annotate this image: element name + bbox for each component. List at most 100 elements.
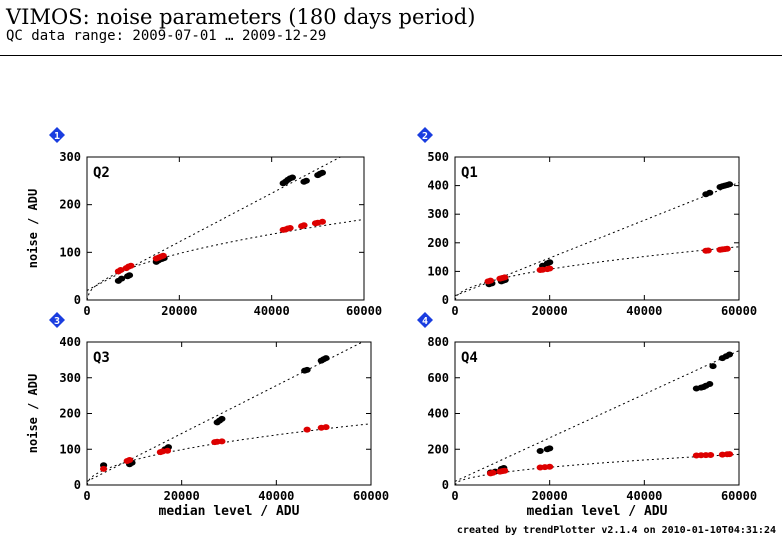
x-tick-label: 40000 — [626, 489, 662, 503]
x-tick-label: 0 — [83, 489, 90, 503]
data-point — [159, 252, 167, 259]
data-point — [303, 366, 311, 373]
y-tick-label: 300 — [59, 150, 81, 164]
x-tick-label: 20000 — [161, 304, 197, 318]
y-tick-label: 100 — [59, 245, 81, 259]
report-header: VIMOS: noise parameters (180 days period… — [6, 6, 776, 44]
y-tick-label: 300 — [427, 207, 449, 221]
y-tick-label: 400 — [427, 407, 449, 421]
plot-frame — [86, 156, 365, 301]
data-point — [704, 247, 712, 254]
data-point — [286, 225, 294, 231]
fit-line — [87, 157, 342, 291]
y-tick-label: 100 — [427, 264, 449, 278]
data-point — [117, 267, 125, 273]
x-tick-label: 40000 — [626, 304, 662, 318]
page-subtitle: QC data range: 2009-07-01 … 2009-12-29 — [6, 28, 327, 44]
fit-line — [87, 218, 364, 300]
data-point — [288, 174, 296, 181]
x-tick-label: 40000 — [254, 304, 290, 318]
data-point — [536, 448, 544, 454]
data-point — [723, 245, 731, 252]
y-tick-label: 0 — [442, 293, 449, 307]
data-point — [163, 447, 172, 454]
badge-number: 4 — [422, 316, 428, 327]
y-tick-label: 300 — [59, 371, 81, 385]
data-point — [218, 415, 226, 422]
badge-diamond-icon — [49, 312, 65, 328]
data-point — [706, 381, 714, 387]
quadrant-label: Q2 — [93, 165, 110, 181]
y-tick-label: 0 — [74, 478, 81, 492]
badge-diamond-icon — [417, 127, 433, 143]
y-axis-label: noise / ADU — [26, 189, 40, 268]
badge-number: 2 — [422, 131, 428, 142]
x-axis-label: median level / ADU — [159, 504, 300, 519]
data-point — [126, 457, 134, 463]
data-point — [322, 424, 330, 431]
quadrant-label: Q4 — [461, 350, 478, 366]
footer-credit: created by trendPlotter v2.1.4 on 2010-0… — [456, 525, 776, 536]
x-tick-label: 0 — [83, 304, 90, 318]
data-point — [125, 272, 134, 279]
plot-frame — [454, 341, 740, 486]
data-point — [501, 274, 509, 281]
y-tick-label: 200 — [427, 442, 449, 456]
x-tick-label: 20000 — [532, 489, 568, 503]
x-tick-label: 40000 — [258, 489, 294, 503]
x-tick-label: 60000 — [353, 489, 389, 503]
x-tick-label: 0 — [451, 304, 458, 318]
data-point — [501, 467, 509, 474]
x-tick-label: 0 — [451, 489, 458, 503]
y-tick-label: 400 — [427, 179, 449, 193]
page-title: VIMOS: noise parameters (180 days period… — [6, 5, 476, 29]
x-tick-label: 20000 — [532, 304, 568, 318]
x-tick-label: 60000 — [721, 489, 757, 503]
x-axis-label: median level / ADU — [527, 504, 668, 519]
y-tick-label: 100 — [59, 442, 81, 456]
badge-diamond-icon — [49, 127, 65, 143]
quadrant-label: Q3 — [93, 350, 110, 366]
badge-number: 1 — [54, 131, 60, 142]
y-tick-label: 0 — [442, 478, 449, 492]
y-tick-label: 400 — [59, 335, 81, 349]
data-point — [127, 262, 135, 269]
y-tick-label: 500 — [427, 150, 449, 164]
x-tick-label: 60000 — [721, 304, 757, 318]
fit-line — [455, 246, 739, 300]
data-point — [486, 277, 495, 284]
data-point — [725, 451, 734, 458]
data-point — [709, 363, 717, 370]
data-point — [300, 222, 308, 229]
y-tick-label: 0 — [74, 293, 81, 307]
data-point — [707, 452, 715, 458]
data-point — [546, 265, 554, 272]
data-point — [706, 189, 714, 196]
y-tick-label: 600 — [427, 371, 449, 385]
data-point — [100, 465, 108, 472]
data-point — [489, 469, 497, 476]
data-point — [318, 169, 326, 176]
data-point — [546, 463, 554, 470]
data-point — [318, 218, 326, 225]
header-divider — [0, 55, 782, 56]
fit-line — [455, 350, 739, 482]
data-point — [322, 355, 330, 362]
y-tick-label: 200 — [427, 236, 449, 250]
x-tick-label: 60000 — [346, 304, 382, 318]
plot-frame — [454, 156, 740, 301]
badge-number: 3 — [54, 316, 60, 327]
data-point — [546, 445, 554, 452]
quadrant-label: Q1 — [461, 165, 478, 181]
fit-line — [87, 423, 371, 485]
data-point — [303, 426, 311, 433]
data-point — [218, 438, 226, 445]
data-point — [725, 181, 734, 188]
y-tick-label: 200 — [59, 198, 81, 212]
badge-diamond-icon — [417, 312, 433, 328]
data-point — [118, 275, 126, 282]
y-axis-label: noise / ADU — [26, 374, 40, 453]
y-tick-label: 200 — [59, 407, 81, 421]
data-point — [725, 351, 734, 358]
